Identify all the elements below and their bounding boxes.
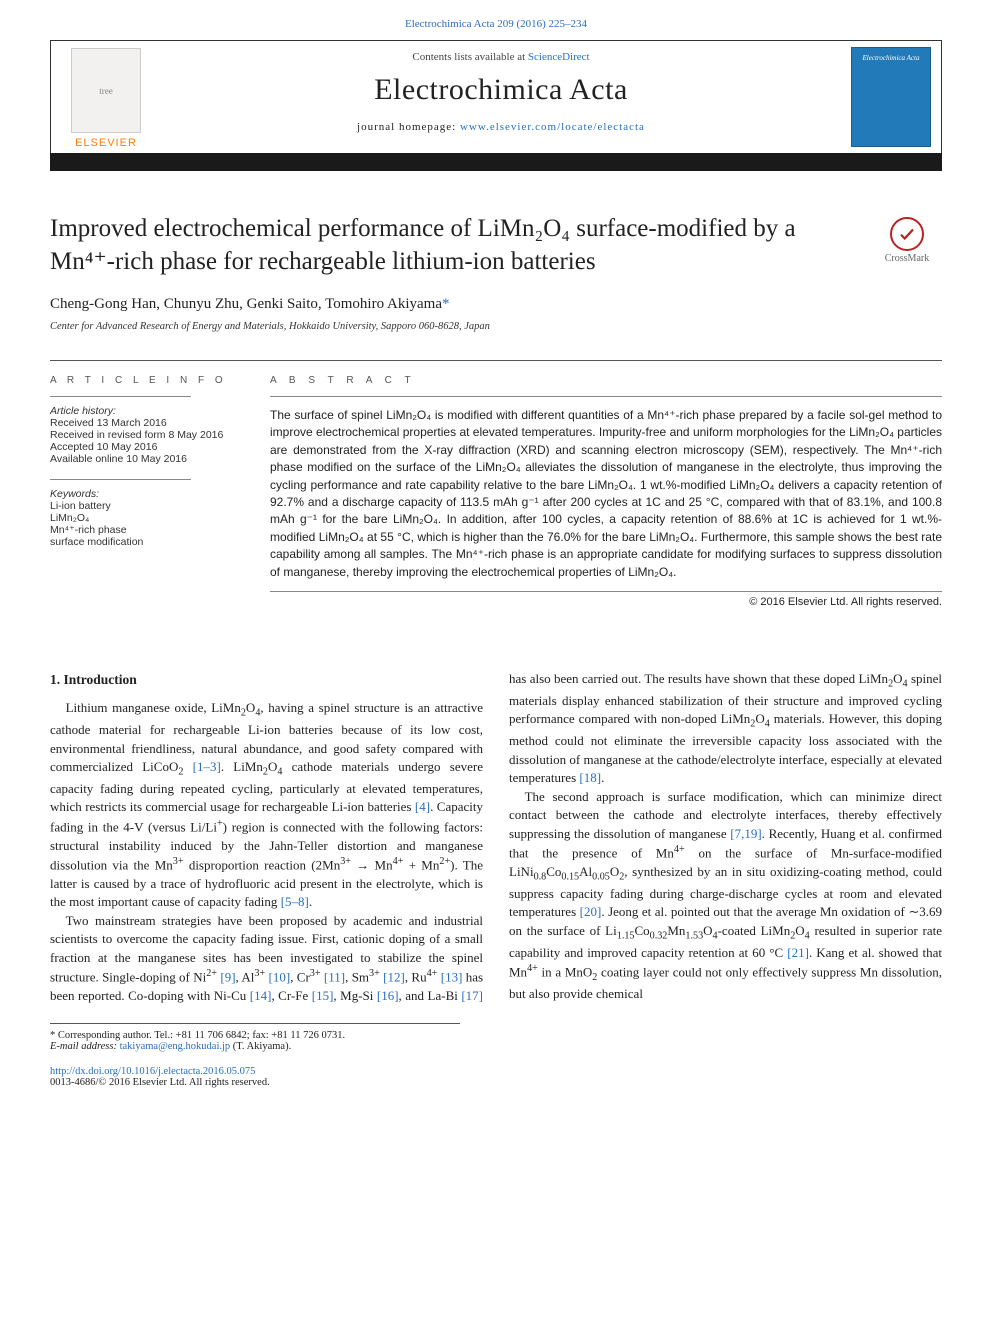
citation-link[interactable]: [15]: [312, 988, 334, 1003]
email-label: E-mail address:: [50, 1041, 120, 1052]
body-text-columns: 1. Introduction Lithium manganese oxide,…: [50, 670, 942, 1005]
authors-names: Cheng-Gong Han, Chunyu Zhu, Genki Saito,…: [50, 296, 442, 312]
history-item: Accepted 10 May 2016: [50, 441, 252, 453]
homepage-line: journal homepage: www.elsevier.com/locat…: [161, 121, 841, 133]
abstract-body: The surface of spinel LiMn₂O₄ is modifie…: [270, 396, 942, 592]
citation-link[interactable]: [7,19]: [730, 826, 761, 841]
keyword-item: Li-ion battery: [50, 500, 252, 512]
history-label: Article history:: [50, 405, 252, 417]
paragraph: The second approach is surface modificat…: [509, 788, 942, 1004]
email-suffix: (T. Akiyama).: [230, 1041, 291, 1052]
footnote-line: * Corresponding author. Tel.: +81 11 706…: [50, 1030, 460, 1041]
keywords-label: Keywords:: [50, 488, 252, 500]
crossmark-label: CrossMark: [885, 253, 929, 264]
keyword-item: LiMn₂O₄: [50, 512, 252, 524]
running-head-link[interactable]: Electrochimica Acta 209 (2016) 225–234: [50, 18, 942, 30]
cover-title: Electrochimica Acta: [863, 54, 920, 62]
citation-link[interactable]: [9]: [220, 969, 235, 984]
citation-link[interactable]: [12]: [383, 969, 405, 984]
paragraph: Lithium manganese oxide, LiMn2O4, having…: [50, 699, 483, 912]
crossmark-icon: [890, 217, 924, 251]
citation-link[interactable]: [21]: [787, 945, 809, 960]
citation-link[interactable]: [5–8]: [281, 894, 309, 909]
authors-line: Cheng-Gong Han, Chunyu Zhu, Genki Saito,…: [50, 296, 942, 313]
citation-link[interactable]: [14]: [250, 988, 272, 1003]
citation-link[interactable]: [1–3]: [193, 759, 221, 774]
sciencedirect-line: Contents lists available at ScienceDirec…: [161, 51, 841, 63]
abstract-heading: A B S T R A C T: [270, 375, 942, 386]
journal-cover-block: Electrochimica Acta: [841, 41, 941, 153]
article-title: Improved electrochemical performance of …: [50, 213, 860, 278]
journal-cover-icon: Electrochimica Acta: [851, 47, 931, 147]
corresponding-footnote: * Corresponding author. Tel.: +81 11 706…: [50, 1023, 460, 1052]
citation-link[interactable]: [17]: [461, 988, 483, 1003]
history-item: Received 13 March 2016: [50, 417, 252, 429]
citation-link[interactable]: [10]: [269, 969, 291, 984]
journal-header: tree ELSEVIER Contents lists available a…: [50, 40, 942, 154]
doi-link[interactable]: http://dx.doi.org/10.1016/j.electacta.20…: [50, 1066, 255, 1077]
corresponding-email-link[interactable]: takiyama@eng.hokudai.jp: [120, 1041, 231, 1052]
crossmark-badge-block[interactable]: CrossMark: [872, 217, 942, 264]
history-item: Available online 10 May 2016: [50, 453, 252, 465]
section-heading-1: 1. Introduction: [50, 670, 483, 689]
abstract-column: A B S T R A C T The surface of spinel Li…: [270, 361, 942, 622]
homepage-prefix: journal homepage:: [357, 121, 460, 133]
citation-link[interactable]: [13]: [441, 969, 463, 984]
citation-link[interactable]: [16]: [377, 988, 399, 1003]
header-black-bar: [50, 153, 942, 171]
history-item: Received in revised form 8 May 2016: [50, 429, 252, 441]
citation-link[interactable]: [11]: [324, 969, 345, 984]
sciencedirect-link[interactable]: ScienceDirect: [528, 51, 590, 63]
citation-link[interactable]: [18]: [579, 770, 601, 785]
publisher-logo-block: tree ELSEVIER: [51, 41, 161, 153]
citation-link[interactable]: [4]: [415, 799, 430, 814]
header-center: Contents lists available at ScienceDirec…: [161, 41, 841, 153]
keyword-item: Mn⁴⁺-rich phase: [50, 524, 252, 536]
doi-line: http://dx.doi.org/10.1016/j.electacta.20…: [50, 1066, 942, 1077]
article-info-heading: A R T I C L E I N F O: [50, 375, 252, 386]
corresponding-marker: *: [442, 296, 450, 312]
citation-link[interactable]: [20]: [580, 904, 602, 919]
publisher-name: ELSEVIER: [75, 137, 137, 149]
issn-copyright-line: 0013-4686/© 2016 Elsevier Ltd. All right…: [50, 1077, 942, 1088]
affiliation: Center for Advanced Research of Energy a…: [50, 321, 942, 332]
article-info-column: A R T I C L E I N F O Article history: R…: [50, 361, 270, 622]
contents-prefix: Contents lists available at: [412, 51, 527, 63]
homepage-link[interactable]: www.elsevier.com/locate/electacta: [460, 121, 645, 133]
journal-name: Electrochimica Acta: [161, 73, 841, 107]
footnote-email-line: E-mail address: takiyama@eng.hokudai.jp …: [50, 1041, 460, 1052]
elsevier-tree-icon: tree: [71, 48, 141, 133]
abstract-copyright: © 2016 Elsevier Ltd. All rights reserved…: [270, 596, 942, 608]
keyword-item: surface modification: [50, 536, 252, 548]
